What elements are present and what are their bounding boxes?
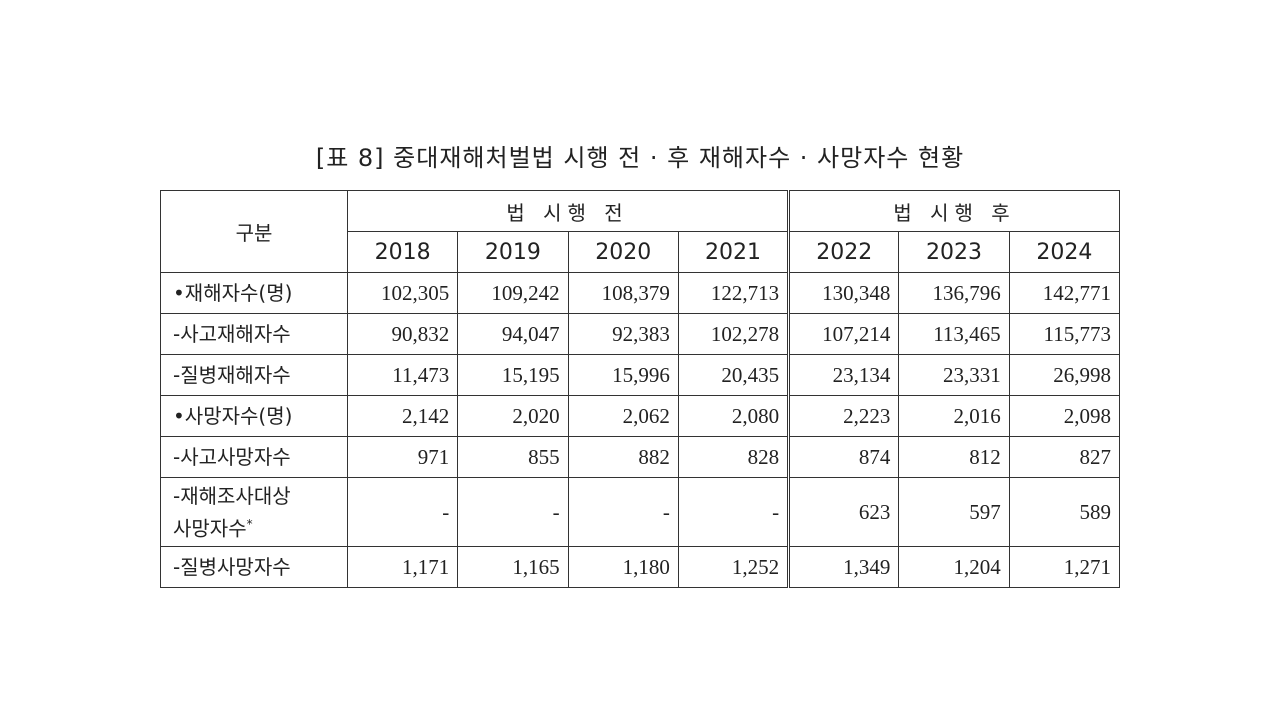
cell-value: 107,214 <box>787 313 900 355</box>
row-label: •재해자수(명) <box>160 272 348 314</box>
row-label: -사고사망자수 <box>160 436 348 478</box>
year-header: 2023 <box>898 231 1010 273</box>
cell-value: 142,771 <box>1008 272 1121 314</box>
corner-header: 구분 <box>160 190 348 273</box>
cell-value: 1,180 <box>567 546 679 588</box>
year-header: 2019 <box>457 231 569 273</box>
cell-value: - <box>346 477 459 547</box>
cell-value: - <box>567 477 679 547</box>
table-row: -질병사망자수 1,171 1,165 1,180 1,252 1,349 1,204 1,2… <box>160 546 1121 588</box>
cell-value: 26,998 <box>1008 354 1121 396</box>
cell-value: 102,305 <box>346 272 459 314</box>
row-label-text: -질병재해자수 <box>173 363 291 387</box>
cell-value: 1,165 <box>457 546 569 588</box>
row-label: •사망자수(명) <box>160 395 348 437</box>
cell-value: 1,171 <box>346 546 459 588</box>
cell-value: 136,796 <box>898 272 1010 314</box>
cell-value: 92,383 <box>567 313 679 355</box>
group-header: 법 시행 후 <box>787 190 1120 232</box>
row-label-text: -재해조사대상 사망자수 <box>173 483 291 541</box>
cell-value: 130,348 <box>787 272 900 314</box>
cell-value: 971 <box>346 436 459 478</box>
cell-value: - <box>677 477 790 547</box>
year-header: 2024 <box>1008 231 1121 273</box>
table-row: •재해자수(명) 102,305 109,242 108,379 122,713 130,… <box>160 272 1121 314</box>
row-label-text: -사고사망자수 <box>173 445 291 469</box>
cell-value: 2,223 <box>787 395 900 437</box>
year-header: 2022 <box>787 231 900 273</box>
table-row: -질병재해자수 11,473 15,195 15,996 20,435 23,134 23,… <box>160 354 1121 396</box>
year-header: 2018 <box>346 231 459 273</box>
row-label: -질병사망자수 <box>160 546 348 588</box>
cell-value: 20,435 <box>677 354 790 396</box>
table-title: [표 8] 중대재해처벌법 시행 전 · 후 재해자수 · 사망자수 현황 <box>315 144 965 172</box>
cell-value: 1,252 <box>677 546 790 588</box>
cell-value: 2,020 <box>457 395 569 437</box>
cell-value: 1,204 <box>898 546 1010 588</box>
cell-value: 15,996 <box>567 354 679 396</box>
row-label-text: •재해자수(명) <box>173 281 293 305</box>
cell-value: 855 <box>457 436 569 478</box>
cell-value: 2,080 <box>677 395 790 437</box>
cell-value: 2,016 <box>898 395 1010 437</box>
table-row: -재해조사대상 사망자수* - - - -623 597 589 <box>160 477 1121 547</box>
cell-value: 109,242 <box>457 272 569 314</box>
cell-value: 2,062 <box>567 395 679 437</box>
row-label-text: -질병사망자수 <box>173 555 291 579</box>
cell-value: 2,142 <box>346 395 459 437</box>
cell-value: 828 <box>677 436 790 478</box>
cell-value: 1,271 <box>1008 546 1121 588</box>
table-row: •사망자수(명) 2,142 2,020 2,062 2,080 2,223 2,016 2,… <box>160 395 1121 437</box>
group-header: 법 시행 전 <box>346 190 790 232</box>
cell-value: 11,473 <box>346 354 459 396</box>
cell-value: 113,465 <box>898 313 1010 355</box>
cell-value: 597 <box>898 477 1010 547</box>
table-row: -사고재해자수 90,832 94,047 92,383 102,278 107,214 1… <box>160 313 1121 355</box>
cell-value: 623 <box>787 477 900 547</box>
cell-value: 102,278 <box>677 313 790 355</box>
year-header: 2021 <box>677 231 790 273</box>
row-label: -재해조사대상 사망자수* <box>160 477 348 547</box>
table-row: -사고사망자수 971 855 882 828 874 812 827 <box>160 436 1121 478</box>
footnote-mark: * <box>246 516 253 531</box>
cell-value: 882 <box>567 436 679 478</box>
cell-value: 23,331 <box>898 354 1010 396</box>
cell-value: 23,134 <box>787 354 900 396</box>
cell-value: 812 <box>898 436 1010 478</box>
year-header: 2020 <box>567 231 679 273</box>
cell-value: 827 <box>1008 436 1121 478</box>
row-label-text: -사고재해자수 <box>173 322 291 346</box>
cell-value: 122,713 <box>677 272 790 314</box>
cell-value: 874 <box>787 436 900 478</box>
row-label: -사고재해자수 <box>160 313 348 355</box>
cell-value: 115,773 <box>1008 313 1121 355</box>
cell-value: 2,098 <box>1008 395 1121 437</box>
data-table: 구분 법 시행 전 법 시행 후 2018 2019 2020 2021 2022 202… <box>160 190 1121 588</box>
cell-value: 94,047 <box>457 313 569 355</box>
cell-value: 15,195 <box>457 354 569 396</box>
cell-value: 90,832 <box>346 313 459 355</box>
cell-value: 1,349 <box>787 546 900 588</box>
cell-value: - <box>457 477 569 547</box>
cell-value: 108,379 <box>567 272 679 314</box>
row-label: -질병재해자수 <box>160 354 348 396</box>
cell-value: 589 <box>1008 477 1121 547</box>
row-label-text: •사망자수(명) <box>173 404 293 428</box>
